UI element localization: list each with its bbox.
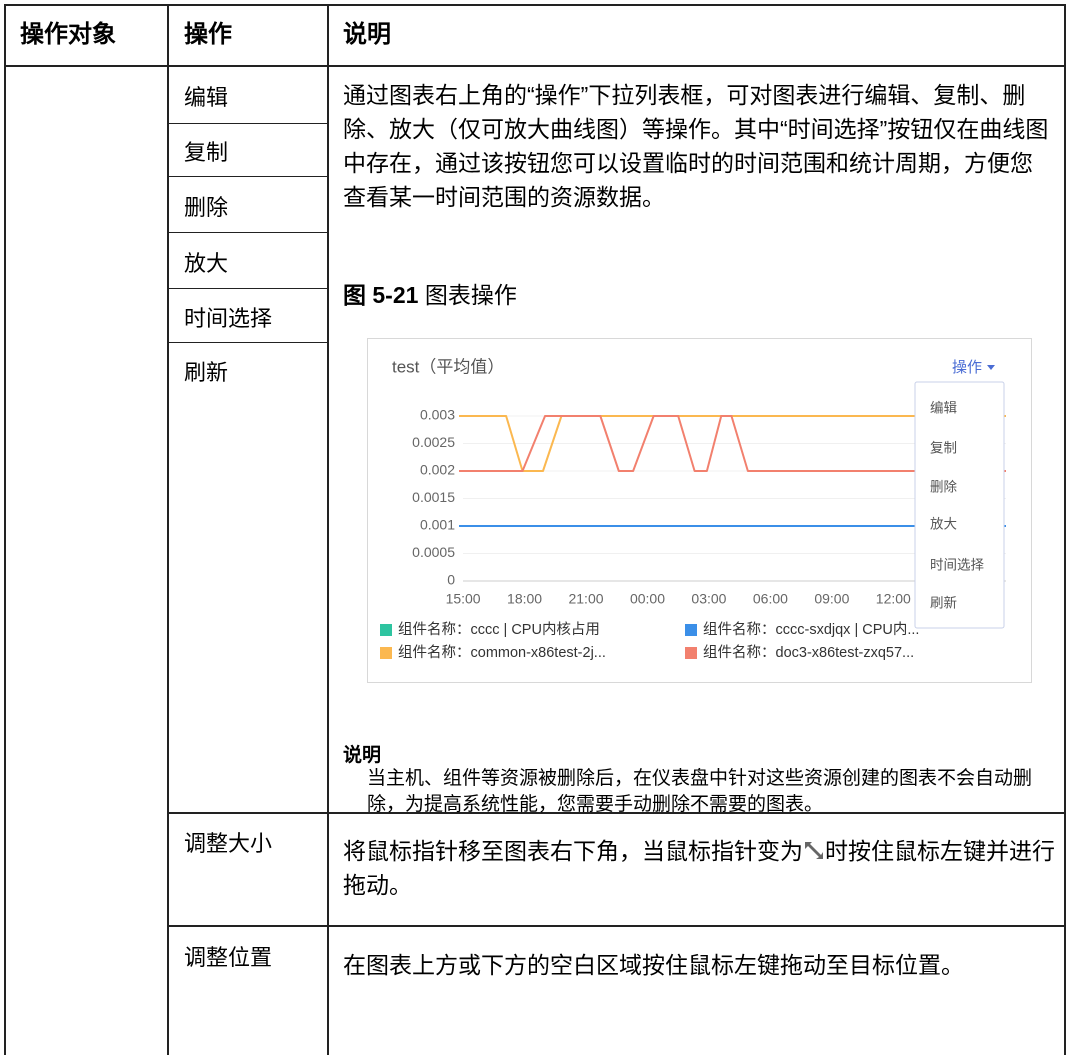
y-tick-label: 0.0005	[412, 544, 455, 560]
legend-swatch	[380, 624, 392, 636]
menu-item[interactable]: 复制	[930, 440, 957, 456]
line	[459, 415, 1006, 472]
border	[327, 4, 329, 1055]
legend-label: 组件名称：cccc | CPU内核占用	[398, 621, 600, 638]
operation: 删除	[184, 195, 229, 220]
x-tick-label: 12:00	[876, 591, 911, 607]
border	[1064, 4, 1066, 1055]
menu-item[interactable]: 放大	[930, 517, 957, 532]
menu-item[interactable]: 编辑	[930, 401, 957, 416]
chart-title: test（平均值）	[392, 357, 504, 376]
x-tick-label: 15:00	[446, 591, 481, 607]
border	[167, 4, 169, 1055]
border	[168, 925, 1066, 927]
operation: 刷新	[184, 360, 229, 385]
border	[168, 288, 328, 289]
operation: 调整位置	[184, 945, 273, 970]
menu-button[interactable]: 操作	[952, 359, 982, 376]
border	[168, 123, 328, 124]
operation: 编辑	[184, 85, 229, 110]
legend-label: 组件名称：common-x86test-2j...	[398, 644, 606, 661]
note-title: 说明	[343, 745, 382, 766]
legend-swatch	[380, 647, 392, 659]
line	[459, 415, 1006, 472]
y-tick-label: 0.0015	[412, 489, 455, 505]
description: 通过图表右上角的“操作”下拉列表框，可对图表进行编辑、复制、删除、放大（仅可放大…	[343, 82, 1049, 210]
border	[168, 812, 1066, 814]
x-tick-label: 06:00	[753, 591, 788, 607]
menu-item[interactable]: 时间选择	[930, 558, 984, 573]
legend-label: 组件名称：cccc-sxdjqx | CPU内...	[703, 621, 919, 638]
operation: 放大	[184, 251, 229, 276]
y-tick-label: 0	[447, 572, 455, 588]
border	[4, 4, 1066, 6]
header: 说明	[343, 21, 391, 48]
caption-label: 图 5-21	[343, 282, 419, 308]
menu-item[interactable]: 删除	[930, 480, 958, 495]
border	[4, 65, 1066, 67]
y-tick-label: 0.001	[420, 517, 455, 533]
x-tick-label: 18:00	[507, 591, 542, 607]
x-tick-label: 09:00	[814, 591, 849, 607]
x-tick-label: 21:00	[568, 591, 603, 607]
chart: test（平均值） 操作 0 0.0005 0.001 0.0015 0.002 0.00…	[367, 338, 1032, 683]
y-tick-label: 0.003	[420, 407, 455, 423]
x-tick-label: 00:00	[630, 591, 665, 607]
description: 在图表上方或下方的空白区域按住鼠标左键拖动至目标位置。	[343, 952, 964, 978]
description: 将鼠标指针移至图表右下角，当鼠标指针变为	[343, 838, 803, 864]
operation: 时间选择	[184, 306, 273, 331]
operation: 复制	[184, 140, 229, 165]
border	[168, 232, 328, 233]
cursor-icon	[805, 842, 823, 859]
header: 操作	[184, 21, 232, 48]
menu-caret	[987, 365, 995, 370]
description: 将鼠标指针移至图表右下角，当鼠标指针变为 时按住鼠标左键并进行拖动。	[343, 834, 1055, 902]
legend-swatch	[685, 624, 697, 636]
legend-label: 组件名称：doc3-x86test-zxq57...	[703, 644, 914, 661]
border	[168, 176, 328, 177]
border	[4, 4, 6, 1055]
border	[168, 342, 328, 343]
operation: 调整大小	[184, 831, 273, 856]
description: 时按住鼠标左键并进行拖动。	[343, 838, 1055, 898]
note-text: 当主机、组件等资源被删除后，在仪表盘中针对这些资源创建的图表不会自动删除，为提高…	[367, 768, 1033, 815]
y-tick-label: 0.002	[420, 462, 455, 478]
legend-swatch	[685, 647, 697, 659]
menu-item[interactable]: 刷新	[930, 596, 957, 611]
header: 操作对象	[20, 21, 116, 48]
x-tick-label: 03:00	[691, 591, 726, 607]
y-tick-label: 0.0025	[412, 434, 455, 450]
caption-text: 图表操作	[424, 282, 517, 308]
figure-caption: 图 5-21 图表操作	[343, 276, 517, 310]
dropdown-menu	[914, 381, 1005, 629]
